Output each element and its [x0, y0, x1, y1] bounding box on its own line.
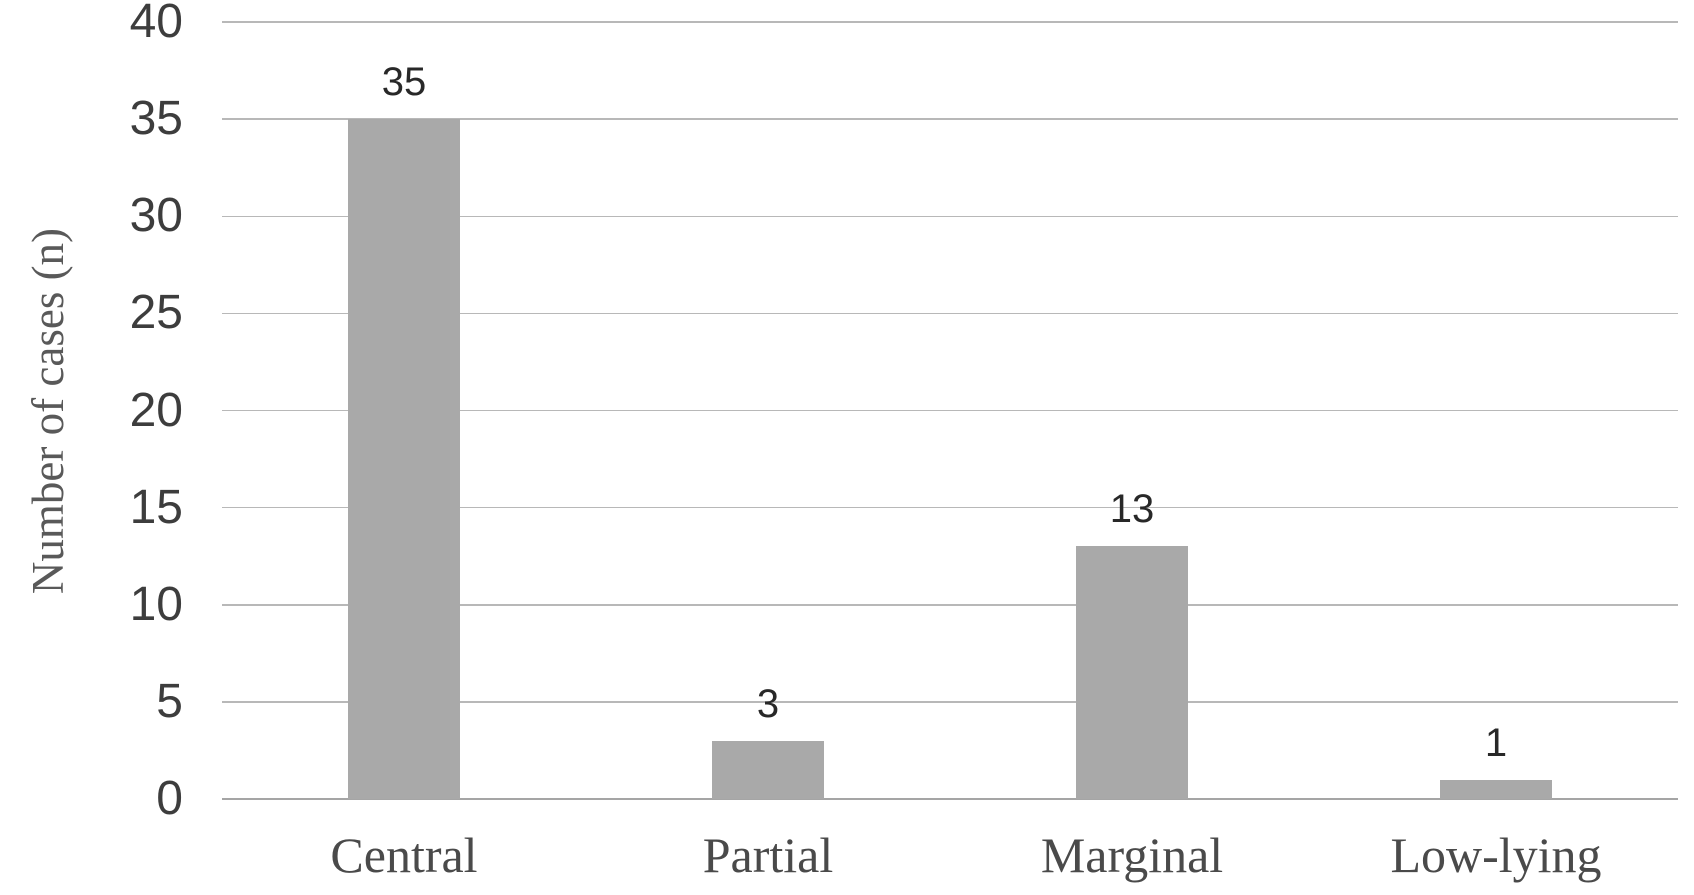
y-tick-label-20: 20 [129, 383, 183, 437]
gridline-5 [222, 701, 1678, 703]
gridline-15 [222, 506, 1678, 509]
bar-value-label-central: 35 [381, 60, 427, 105]
bar-low-lying [1440, 779, 1552, 799]
gridline-25 [222, 312, 1678, 315]
gridline-10 [222, 604, 1678, 606]
category-label-low-lying: Low-lying [1390, 827, 1602, 883]
bar-value-label-low-lying: 1 [1484, 720, 1508, 765]
y-tick-label-35: 35 [129, 92, 183, 146]
category-label-central: Central [330, 827, 478, 883]
y-tick-label-40: 40 [129, 0, 183, 48]
gridline-30 [222, 215, 1678, 217]
gridline-20 [222, 409, 1678, 412]
bar-marginal [1076, 546, 1188, 799]
bar-partial [712, 740, 824, 799]
bar-value-label-marginal: 13 [1109, 487, 1155, 532]
gridline-40 [222, 21, 1678, 23]
y-tick-label-30: 30 [129, 189, 183, 243]
category-label-partial: Partial [702, 827, 834, 883]
y-tick-label-15: 15 [129, 480, 183, 534]
bar-value-label-partial: 3 [756, 681, 780, 726]
y-tick-label-25: 25 [129, 286, 183, 340]
category-label-marginal: Marginal [1040, 827, 1224, 883]
y-tick-label-0: 0 [156, 772, 183, 825]
gridline-35 [222, 118, 1678, 120]
y-tick-label-5: 5 [156, 674, 183, 728]
y-tick-label-10: 10 [129, 577, 183, 631]
bar-central [348, 119, 460, 799]
x-axis-line [222, 798, 1678, 800]
